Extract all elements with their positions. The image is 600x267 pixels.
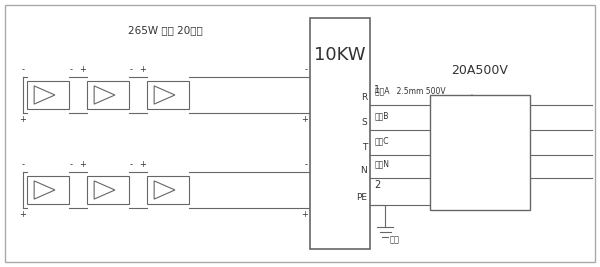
Bar xyxy=(87,176,129,204)
Text: 265W 组件 20串联: 265W 组件 20串联 xyxy=(128,25,202,35)
Polygon shape xyxy=(94,86,115,104)
Text: 零线N: 零线N xyxy=(375,159,390,168)
Bar xyxy=(27,176,69,204)
Text: -: - xyxy=(70,160,73,169)
Text: +: + xyxy=(139,160,146,169)
Text: +: + xyxy=(79,65,86,74)
Text: +: + xyxy=(301,115,308,124)
Text: -: - xyxy=(70,65,73,74)
Text: +: + xyxy=(79,160,86,169)
Text: 10KW: 10KW xyxy=(314,46,366,64)
Text: 相线A   2.5mm 500V: 相线A 2.5mm 500V xyxy=(375,86,446,95)
Polygon shape xyxy=(154,181,175,199)
Polygon shape xyxy=(34,181,55,199)
Bar xyxy=(147,176,189,204)
Bar xyxy=(27,81,69,109)
Polygon shape xyxy=(94,181,115,199)
Text: -: - xyxy=(305,160,308,169)
Text: 20A500V: 20A500V xyxy=(452,64,508,77)
Text: 地线: 地线 xyxy=(390,235,400,244)
Bar xyxy=(87,81,129,109)
Text: R: R xyxy=(361,93,367,102)
Polygon shape xyxy=(154,86,175,104)
Text: -: - xyxy=(130,65,133,74)
Text: -: - xyxy=(305,65,308,74)
Text: -: - xyxy=(130,160,133,169)
Text: +: + xyxy=(139,65,146,74)
Text: +: + xyxy=(20,210,26,219)
Text: 2: 2 xyxy=(374,180,380,190)
Text: 1: 1 xyxy=(374,85,380,95)
Text: +: + xyxy=(301,210,308,219)
Bar xyxy=(310,18,370,249)
Polygon shape xyxy=(34,86,55,104)
Text: -: - xyxy=(22,160,25,169)
Text: S: S xyxy=(361,118,367,127)
Text: +: + xyxy=(20,115,26,124)
Text: N: N xyxy=(360,166,367,175)
Text: 相线B: 相线B xyxy=(375,111,389,120)
Bar xyxy=(147,81,189,109)
Text: PE: PE xyxy=(356,193,367,202)
Text: -: - xyxy=(22,65,25,74)
Text: T: T xyxy=(362,143,367,152)
Bar xyxy=(430,95,530,210)
Text: 相线C: 相线C xyxy=(375,136,389,145)
